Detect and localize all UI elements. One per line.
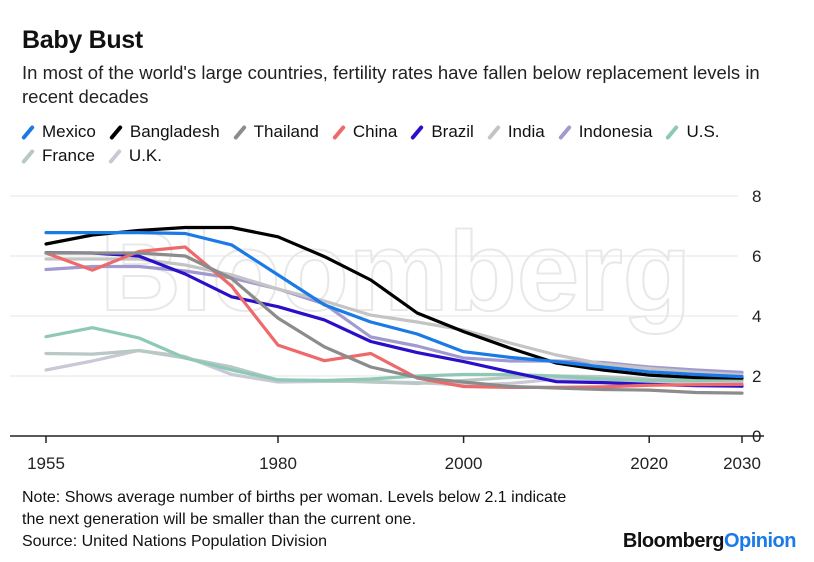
legend-item-thailand: Thailand bbox=[232, 120, 319, 144]
chart-notes: Note: Shows average number of births per… bbox=[22, 487, 566, 553]
note-line-2: the next generation will be smaller than… bbox=[22, 511, 417, 528]
x-tick-label: 1980 bbox=[259, 454, 297, 473]
series-line-brazil bbox=[44, 251, 744, 388]
x-tick-label: 1955 bbox=[27, 454, 65, 473]
legend-label: France bbox=[42, 146, 95, 165]
legend-label: Brazil bbox=[431, 122, 474, 141]
chart-title: Baby Bust bbox=[22, 26, 143, 54]
series-line-bangladesh bbox=[44, 225, 744, 380]
legend-item-uk: U.K. bbox=[107, 144, 162, 168]
series-line-mexico bbox=[44, 231, 744, 379]
legend-label: Mexico bbox=[42, 122, 96, 141]
legend-label: China bbox=[352, 122, 398, 141]
y-tick-label: 2 bbox=[752, 367, 761, 386]
legend-label: U.K. bbox=[128, 146, 162, 165]
legend-item-mexico: Mexico bbox=[21, 120, 96, 144]
y-tick-label: 8 bbox=[752, 187, 761, 206]
legend-label: Thailand bbox=[253, 122, 319, 141]
x-tick-label: 2000 bbox=[445, 454, 483, 473]
legend-label: Bangladesh bbox=[129, 122, 220, 141]
y-tick-label: 4 bbox=[752, 307, 761, 326]
x-tick-label: 2020 bbox=[630, 454, 668, 473]
legend-item-india: India bbox=[486, 120, 545, 144]
x-tick-label: 2030 bbox=[723, 454, 761, 473]
y-tick-label: 6 bbox=[752, 247, 761, 266]
note-line-1: Note: Shows average number of births per… bbox=[22, 489, 567, 506]
legend-item-brazil: Brazil bbox=[410, 120, 474, 144]
legend-item-france: France bbox=[21, 144, 95, 168]
series-line-india bbox=[44, 257, 744, 377]
series-line-thailand bbox=[44, 251, 744, 395]
bloomberg-opinion-logo: BloombergOpinion bbox=[622, 530, 797, 553]
chart-subtitle: In most of the world's large countries, … bbox=[22, 62, 760, 107]
legend-item-us: U.S. bbox=[665, 120, 720, 144]
legend-item-china: China bbox=[331, 120, 398, 144]
source-line: Source: United Nations Population Divisi… bbox=[22, 533, 328, 550]
series-line-france bbox=[44, 348, 744, 386]
legend-item-indonesia: Indonesia bbox=[557, 120, 653, 144]
brand-part1: Bloomberg bbox=[622, 530, 725, 552]
series-line-us bbox=[44, 326, 744, 383]
brand-part2: Opinion bbox=[723, 530, 797, 552]
legend-label: U.S. bbox=[686, 122, 720, 141]
legend-label: India bbox=[507, 122, 545, 141]
legend-label: Indonesia bbox=[578, 122, 653, 141]
legend-item-bangladesh: Bangladesh bbox=[108, 120, 220, 144]
series-line-china bbox=[44, 245, 744, 389]
legend: Mexico Bangladesh Thailand China Brazil India… bbox=[21, 120, 812, 168]
